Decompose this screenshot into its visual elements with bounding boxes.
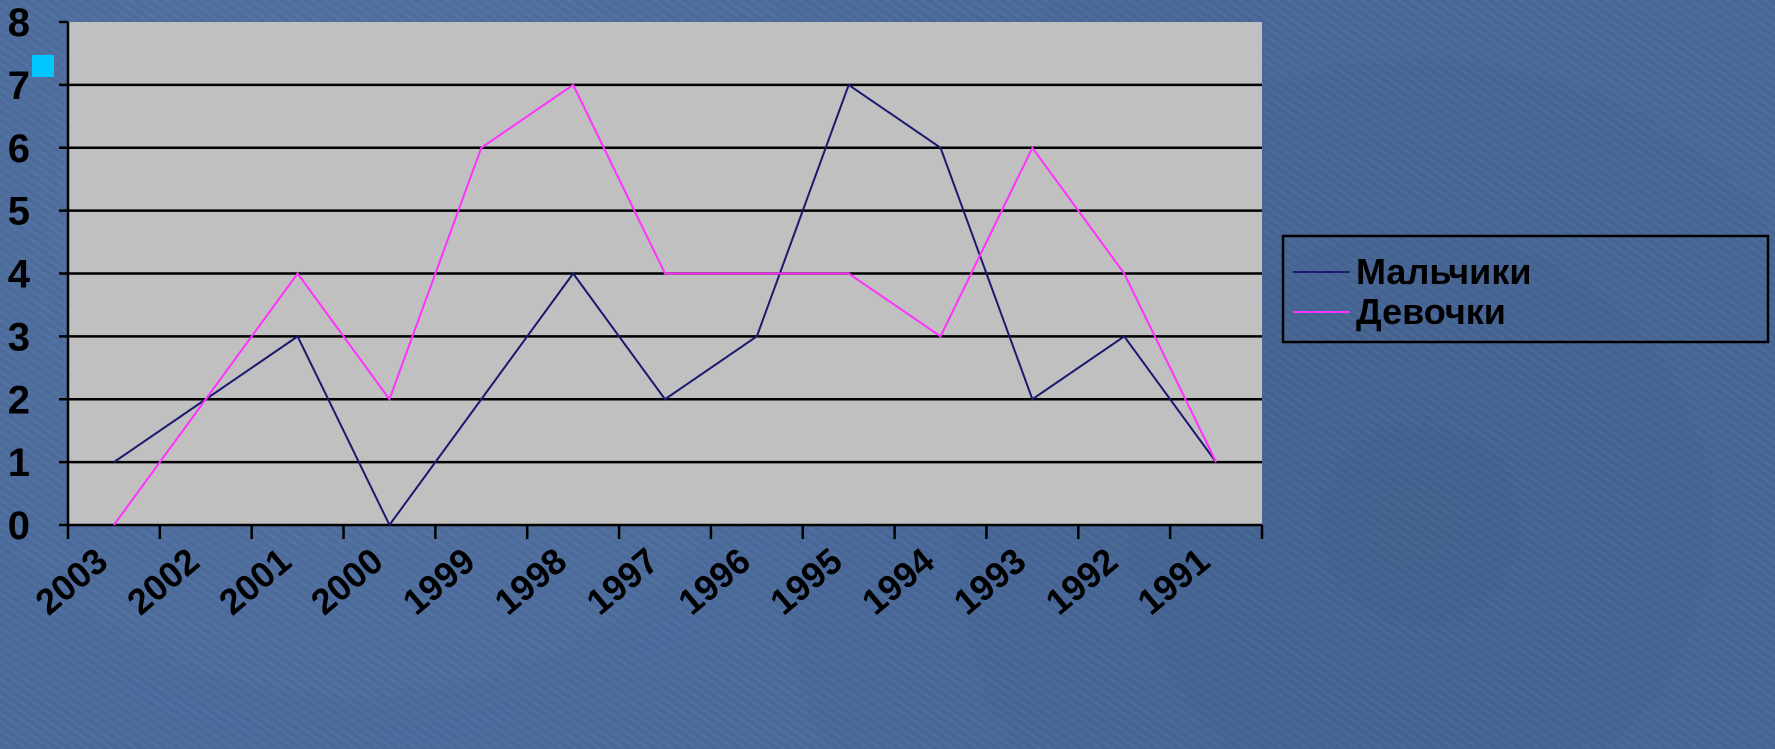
x-tick-label: 1992 (1038, 540, 1126, 623)
x-tick-label: 2003 (27, 540, 115, 623)
y-tick-label: 5 (8, 190, 30, 234)
x-tick-label: 2002 (119, 540, 207, 623)
x-tick-label: 1996 (670, 540, 758, 623)
legend-label: Девочки (1356, 291, 1506, 332)
x-tick-label: 1994 (854, 540, 942, 623)
x-tick-label: 1993 (946, 540, 1034, 623)
y-tick-label: 2 (8, 378, 30, 422)
x-axis-tick-labels: 2003 2002 2001 2000 1999 1998 1997 1996 1995 1994… (27, 540, 1217, 623)
x-tick-label: 1991 (1130, 540, 1218, 623)
y-axis-tick-labels: 0 1 2 3 4 5 6 7 8 (8, 1, 31, 548)
x-tick-label: 1998 (487, 540, 575, 623)
legend-label: Мальчики (1356, 251, 1531, 292)
x-tick-label: 2000 (303, 540, 391, 623)
y-tick-label: 8 (8, 1, 30, 45)
y-tick-label: 6 (8, 127, 30, 171)
y-tick-label: 1 (8, 441, 30, 485)
x-tick-label: 1995 (762, 540, 850, 623)
bullet-marker (32, 55, 54, 77)
y-tick-label: 0 (8, 504, 30, 548)
legend-box (1281, 234, 1770, 344)
y-tick-label: 3 (8, 315, 30, 359)
x-tick-label: 2001 (211, 540, 299, 623)
y-tick-label: 7 (8, 64, 30, 108)
x-tick-label: 1997 (578, 540, 666, 623)
axes (59, 20, 1264, 539)
y-tick-label: 4 (8, 253, 31, 297)
series-line-girls (113, 83, 1217, 526)
series-lines (113, 83, 1217, 527)
x-tick-label: 1999 (395, 540, 483, 623)
series-line-boys (113, 83, 1217, 527)
